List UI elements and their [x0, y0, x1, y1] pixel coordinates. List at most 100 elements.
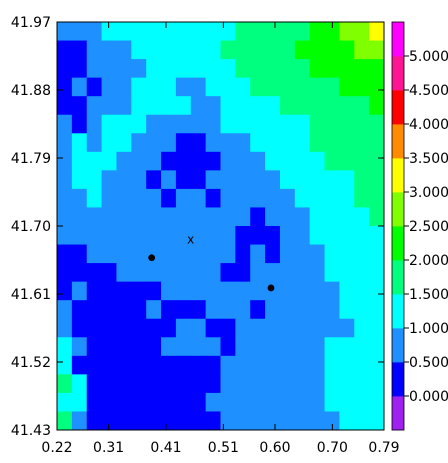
contour-cell — [235, 244, 251, 264]
contour-cell — [175, 226, 192, 246]
contour-cell — [86, 300, 103, 320]
contour-cell — [146, 226, 162, 246]
contour-cell — [279, 374, 296, 394]
contour-cell — [116, 22, 132, 42]
contour-cell — [175, 207, 192, 227]
contour-cell — [309, 151, 326, 171]
contour-cell — [279, 207, 296, 227]
contour-cell — [354, 151, 370, 171]
contour-cell — [235, 300, 251, 320]
contour-cell — [57, 22, 73, 42]
contour-cell — [339, 392, 355, 413]
colorbar-tick-label: 2.000 — [409, 253, 448, 269]
contour-cell — [71, 170, 88, 190]
contour-cell — [354, 300, 370, 320]
contour-cell — [86, 318, 103, 338]
contour-cell — [131, 392, 147, 413]
contour-cell — [101, 337, 118, 357]
contour-cell — [279, 77, 296, 97]
contour-cell — [175, 22, 192, 42]
contour-cell — [101, 300, 118, 320]
contour-cell — [190, 59, 207, 79]
contour-cell — [324, 374, 341, 394]
contour-cell — [235, 318, 251, 338]
contour-cell — [86, 133, 103, 153]
contour-cell — [294, 281, 311, 301]
colorbar-swatch — [392, 158, 404, 193]
contour-cell — [235, 411, 251, 430]
contour-cell — [354, 133, 370, 153]
contour-cell — [354, 392, 370, 413]
contour-cell — [279, 281, 296, 301]
contour-cell — [71, 226, 88, 246]
contour-cell — [339, 318, 355, 338]
contour-cell — [354, 188, 370, 209]
contour-cell — [190, 263, 207, 283]
contour-cell — [205, 411, 222, 430]
contour-cell — [57, 263, 73, 283]
contour-cell — [279, 318, 296, 338]
contour-cell — [161, 188, 177, 209]
contour-cell — [294, 151, 311, 171]
contour-cell — [250, 114, 266, 134]
colorbar-tick-label: 4.500 — [409, 83, 448, 99]
contour-cell — [175, 374, 192, 394]
marker-point — [267, 284, 275, 292]
contour-cell — [71, 337, 88, 357]
contour-cell — [146, 40, 162, 60]
contour-cell — [131, 244, 147, 264]
contour-cell — [205, 318, 222, 338]
contour-cell — [279, 114, 296, 134]
contour-cell — [220, 374, 236, 394]
contour-cell — [146, 411, 162, 430]
contour-cell — [71, 133, 88, 153]
contour-cell — [86, 114, 103, 134]
contour-cell — [339, 411, 355, 430]
contour-cell — [339, 22, 355, 42]
contour-cell — [279, 151, 296, 171]
colorbar-swatch — [392, 124, 404, 159]
contour-cell — [265, 300, 281, 320]
contour-cell — [71, 300, 88, 320]
contour-cell — [161, 281, 177, 301]
contour-cell — [146, 244, 162, 264]
contour-cell — [161, 170, 177, 190]
contour-cell — [354, 355, 370, 375]
contour-cell — [250, 188, 266, 209]
contour-cell — [205, 207, 222, 227]
contour-cell — [161, 355, 177, 375]
contour-cell — [309, 77, 326, 97]
contour-cell — [101, 22, 118, 42]
contour-cell — [294, 355, 311, 375]
contour-cell — [220, 263, 236, 283]
contour-cell — [250, 40, 266, 60]
contour-cell — [309, 281, 326, 301]
contour-cell — [146, 59, 162, 79]
contour-cell — [324, 355, 341, 375]
plot-area — [57, 22, 384, 430]
x-tick-label: 0.51 — [208, 440, 239, 456]
contour-cell — [369, 263, 384, 283]
contour-cell — [265, 207, 281, 227]
contour-cell — [205, 337, 222, 357]
contour-cell — [324, 411, 341, 430]
contour-cell — [235, 77, 251, 97]
contour-cell — [369, 40, 384, 60]
contour-cell — [205, 96, 222, 116]
contour-cell — [116, 392, 132, 413]
contour-cell — [339, 355, 355, 375]
contour-cell — [265, 244, 281, 264]
contour-cell — [235, 263, 251, 283]
contour-cell — [71, 77, 88, 97]
contour-cell — [309, 59, 326, 79]
x-tick-label: 0.41 — [150, 440, 181, 456]
colorbar-swatch — [392, 260, 404, 295]
contour-cell — [309, 374, 326, 394]
contour-cell — [309, 300, 326, 320]
contour-cell — [146, 114, 162, 134]
contour-cell — [220, 59, 236, 79]
contour-cell — [131, 300, 147, 320]
contour-cell — [369, 59, 384, 79]
colorbar-tick-label: 1.500 — [409, 287, 448, 303]
contour-cell — [86, 244, 103, 264]
